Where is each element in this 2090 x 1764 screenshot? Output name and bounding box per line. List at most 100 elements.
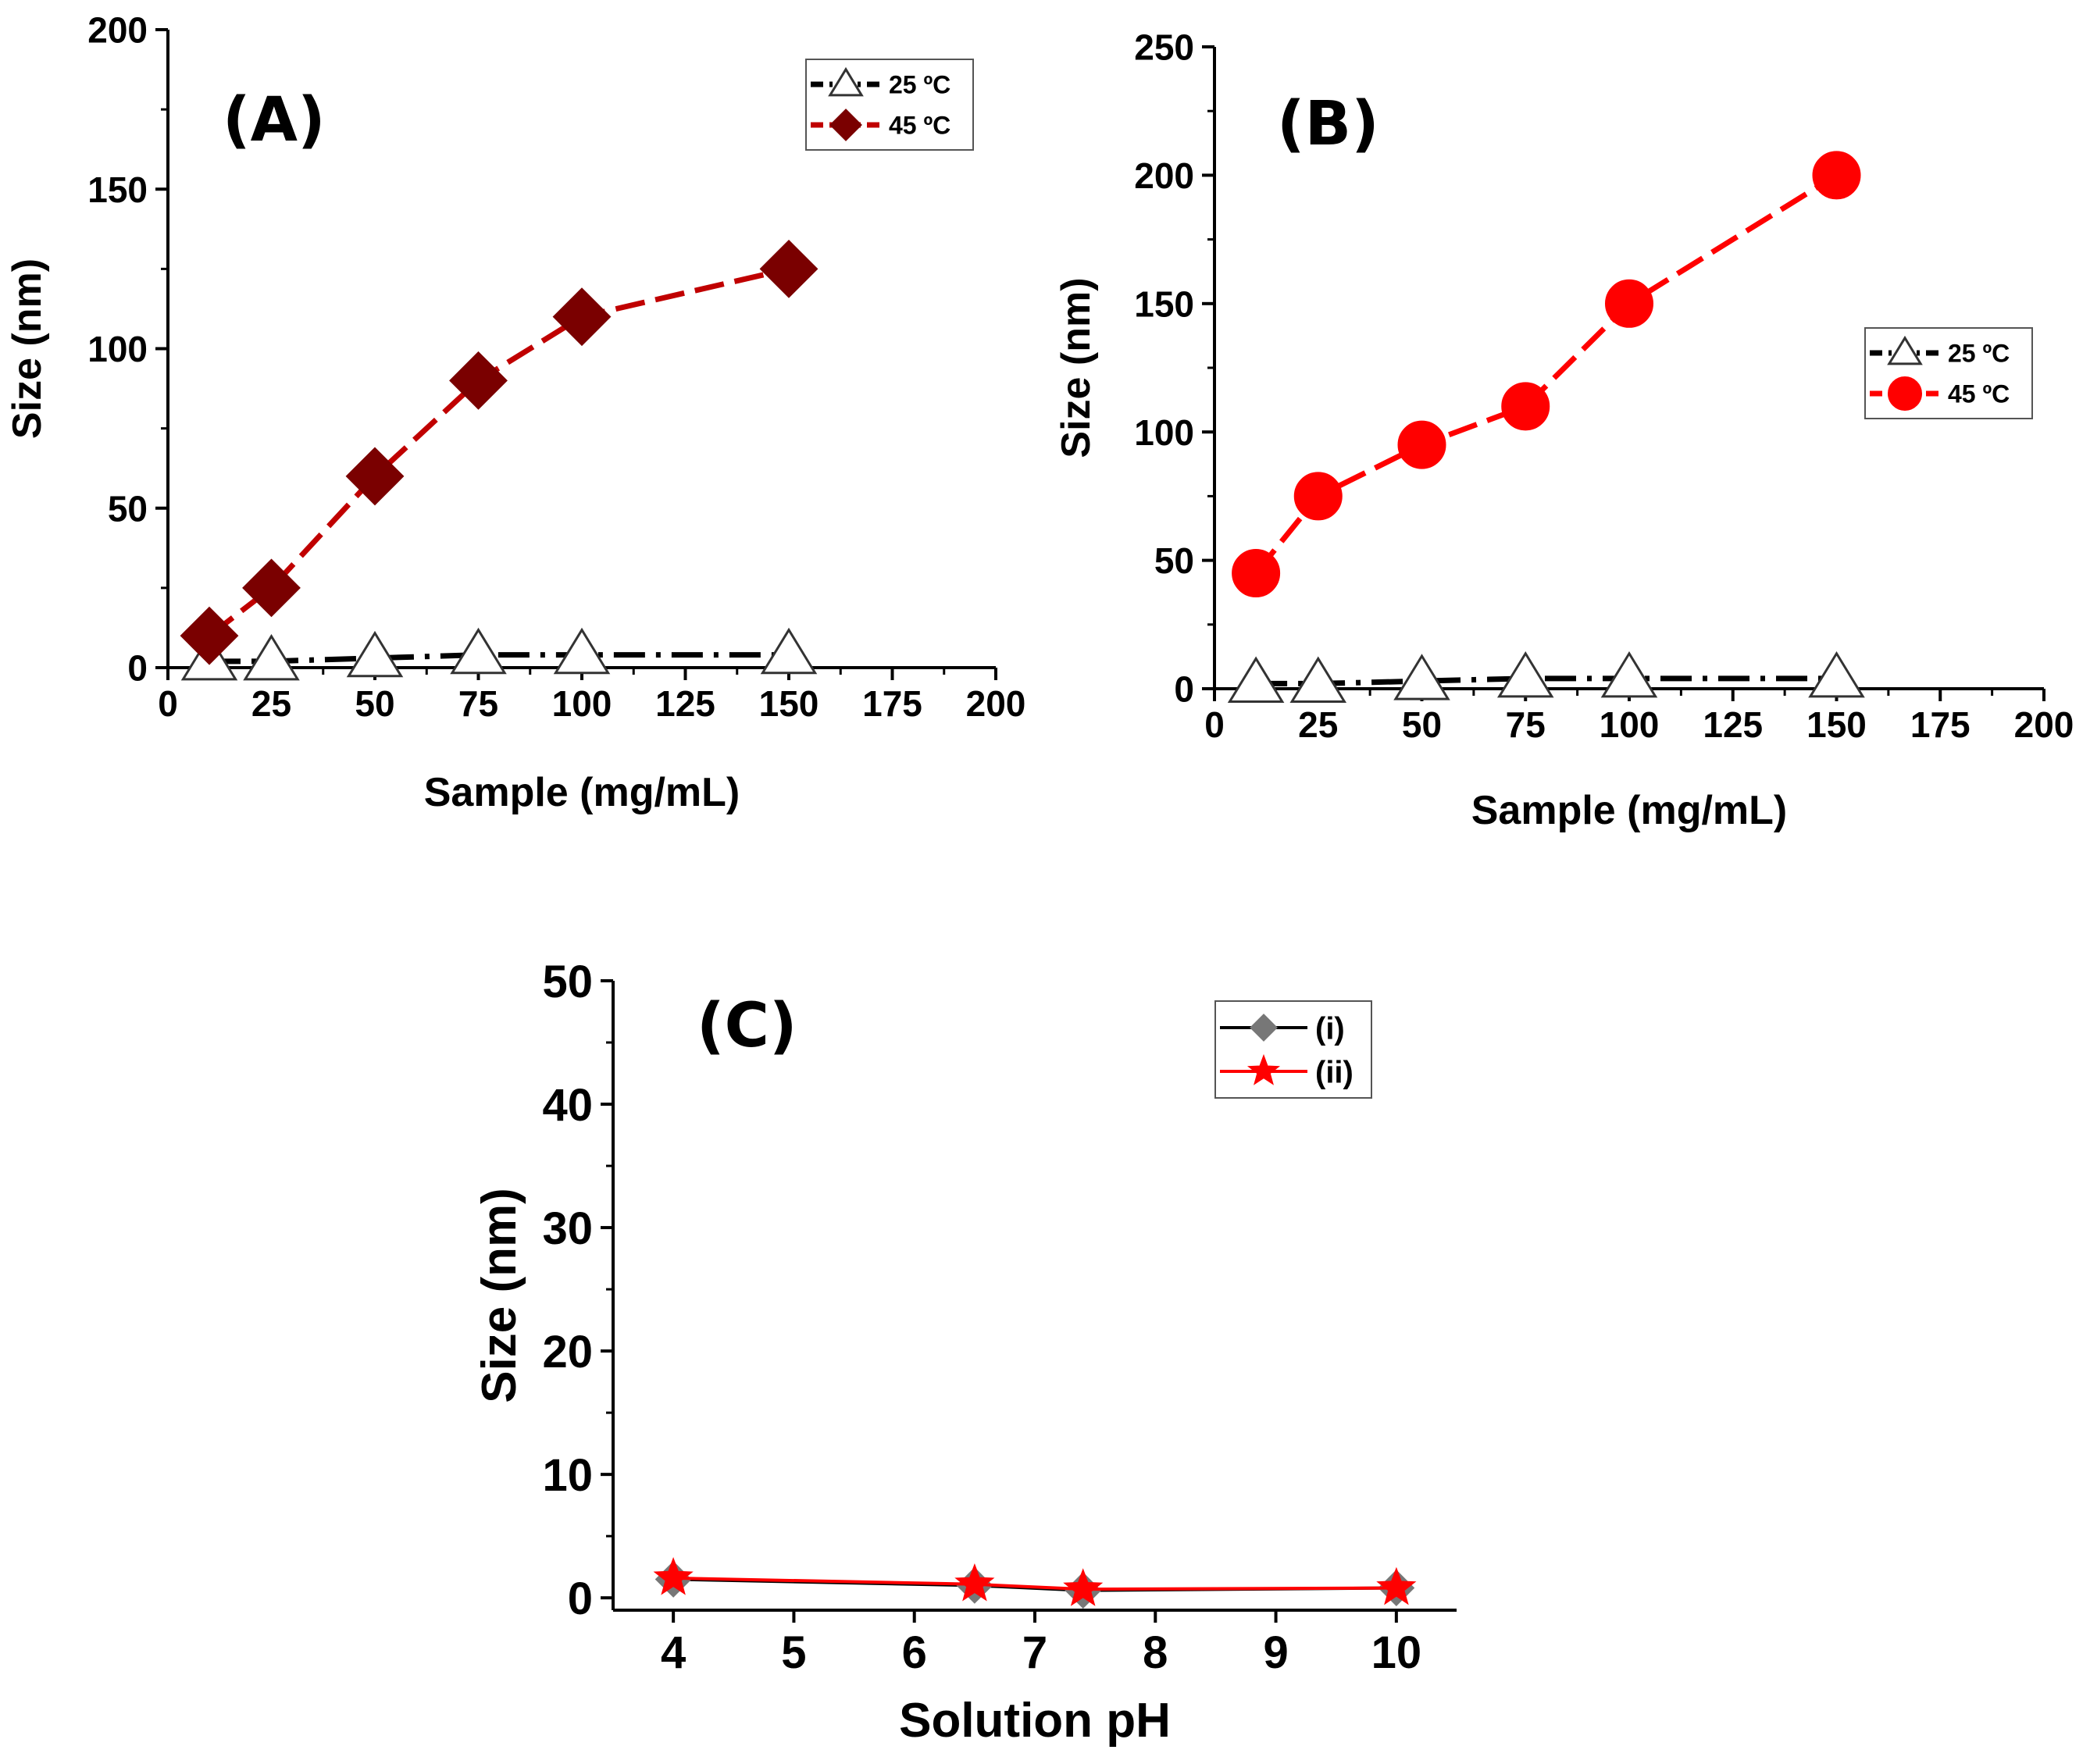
data-point xyxy=(552,287,612,347)
x-tick-label: 150 xyxy=(1806,704,1867,745)
data-point xyxy=(553,627,611,675)
y-tick-label: 150 xyxy=(1134,283,1194,324)
x-tick-label: 125 xyxy=(1703,704,1763,745)
data-point xyxy=(1232,549,1281,598)
x-tick-label: 50 xyxy=(1402,704,1442,745)
chart-panel-b: 0 25 50 75 100 125 150 175 200 0 50 100 150 200 250 Sam… xyxy=(1054,27,2074,833)
data-point xyxy=(1812,151,1861,200)
data-point xyxy=(1501,382,1550,431)
legend: 25 ºC 45 ºC xyxy=(1864,327,2033,419)
x-tick-label: 175 xyxy=(862,683,922,724)
y-tick-label: 50 xyxy=(108,488,148,529)
x-axis-title: Sample (mg/mL) xyxy=(424,770,740,815)
legend-marker xyxy=(828,66,864,97)
x-tick-label: 75 xyxy=(458,683,498,724)
y-tick-label: 40 xyxy=(542,1080,593,1131)
series-line xyxy=(1256,675,1837,686)
data-point xyxy=(760,627,818,675)
x-tick-label: 75 xyxy=(1506,704,1546,745)
y-tick-label: 100 xyxy=(87,329,148,369)
data-point xyxy=(1397,420,1446,469)
data-point xyxy=(1063,1568,1104,1606)
series--i- xyxy=(654,1561,1415,1609)
x-tick-label: 9 xyxy=(1263,1627,1288,1678)
x-tick-label: 50 xyxy=(355,683,394,724)
x-tick-label: 175 xyxy=(1910,704,1971,745)
x-tick-label: 200 xyxy=(966,683,1026,724)
legend-label: 25 ºC xyxy=(889,71,950,99)
legend-marker xyxy=(1887,335,1923,365)
data-point xyxy=(346,630,404,678)
data-point xyxy=(243,633,300,681)
y-tick-label: 0 xyxy=(1174,669,1194,710)
legend-label: (i) xyxy=(1315,1011,1345,1046)
x-axis-title: Solution pH xyxy=(899,1694,1171,1748)
y-tick-label: 20 xyxy=(542,1327,593,1377)
data-point xyxy=(1808,650,1865,698)
x-tick-label: 8 xyxy=(1143,1627,1168,1678)
x-tick-label: 6 xyxy=(902,1627,927,1678)
series--ii- xyxy=(653,1557,1417,1606)
legend-label: (ii) xyxy=(1315,1055,1354,1089)
data-point xyxy=(954,1563,995,1602)
data-point xyxy=(1376,1566,1417,1605)
x-tick-label: 10 xyxy=(1371,1627,1422,1678)
data-point xyxy=(1289,656,1347,703)
data-point xyxy=(1600,650,1658,698)
legend: 25 ºC 45 ºC xyxy=(805,59,974,151)
data-point xyxy=(345,447,405,506)
legend-label: 45 ºC xyxy=(889,112,950,140)
series-line xyxy=(1254,173,1839,576)
legend: (i) (ii) xyxy=(1214,1000,1372,1099)
x-tick-label: 0 xyxy=(1204,704,1225,745)
y-tick-label: 200 xyxy=(87,10,148,51)
panel-label: (C) xyxy=(697,991,797,1061)
legend-marker xyxy=(1250,1014,1278,1042)
legend-marker xyxy=(829,109,862,141)
x-tick-label: 4 xyxy=(661,1627,686,1678)
data-point xyxy=(1605,279,1653,328)
x-axis-title: Sample (mg/mL) xyxy=(1471,788,1788,833)
data-point xyxy=(180,606,239,665)
y-axis-title: Size (nm) xyxy=(473,1188,526,1403)
series-25-c xyxy=(180,627,818,681)
data-point xyxy=(653,1557,694,1595)
series-line xyxy=(207,265,790,638)
y-tick-label: 200 xyxy=(1134,155,1194,196)
y-tick-label: 150 xyxy=(87,169,148,210)
x-tick-label: 7 xyxy=(1022,1627,1047,1678)
y-tick-label: 100 xyxy=(1134,412,1194,453)
data-point xyxy=(1496,650,1554,698)
data-point xyxy=(242,558,301,618)
y-tick-label: 0 xyxy=(568,1573,593,1624)
y-tick-label: 10 xyxy=(542,1450,593,1501)
x-tick-label: 100 xyxy=(1600,704,1660,745)
x-tick-label: 0 xyxy=(158,683,178,724)
series-45-c xyxy=(180,239,819,665)
x-tick-label: 100 xyxy=(552,683,612,724)
chart-panel-c: 4 5 6 7 8 9 10 0 10 20 30 40 50 Solution pH Size (nm) (… xyxy=(473,957,1457,1748)
panel-label: (B) xyxy=(1277,89,1379,159)
y-axis-title: Size (nm) xyxy=(1054,277,1099,458)
data-point xyxy=(449,351,508,410)
data-point xyxy=(1393,654,1450,700)
legend-box xyxy=(1214,1000,1372,1099)
series-45-c xyxy=(1232,151,1861,598)
legend-label: 25 ºC xyxy=(1948,340,2010,368)
panel-label: (A) xyxy=(223,85,326,155)
legend-marker xyxy=(1247,1053,1281,1085)
x-tick-label: 200 xyxy=(2014,704,2074,745)
x-tick-label: 150 xyxy=(759,683,819,724)
series-line xyxy=(673,1576,1396,1591)
y-tick-label: 50 xyxy=(1154,540,1194,581)
x-tick-label: 25 xyxy=(1298,704,1338,745)
y-tick-label: 30 xyxy=(542,1203,593,1254)
y-tick-label: 0 xyxy=(127,648,148,689)
data-point xyxy=(450,627,507,675)
x-tick-label: 125 xyxy=(655,683,715,724)
data-point xyxy=(1293,472,1343,521)
chart-panel-a: 0 25 50 75 100 125 150 175 200 0 50 100 150 200 Sample… xyxy=(5,10,1025,815)
y-axis-title: Size (nm) xyxy=(5,258,50,439)
series-line xyxy=(209,652,789,665)
